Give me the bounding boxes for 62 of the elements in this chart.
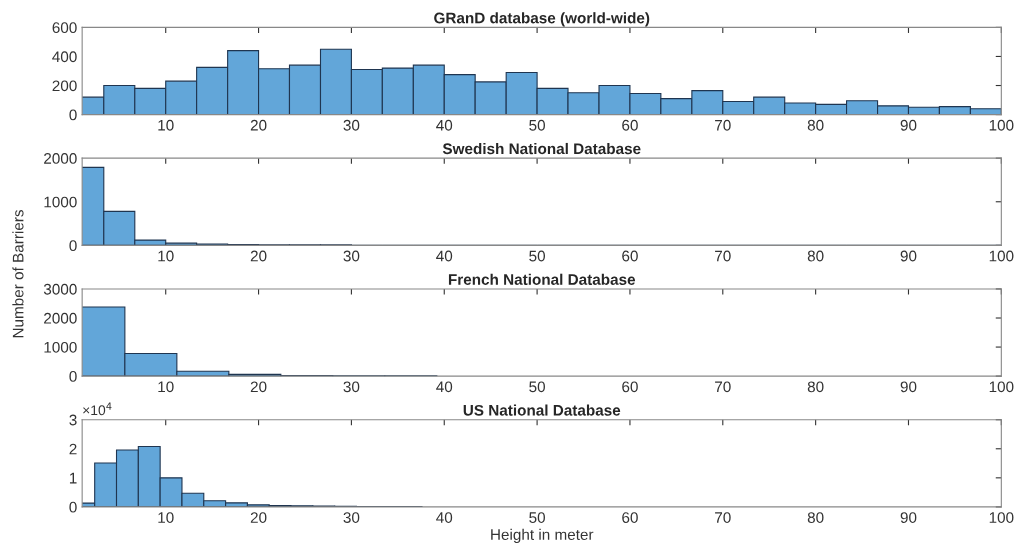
y-tick-label: 1000	[44, 196, 77, 208]
x-tick-label: 70	[715, 381, 731, 393]
x-tick-label: 80	[807, 512, 824, 523]
x-tick-label: 30	[343, 512, 360, 523]
x-tick-label: 90	[900, 381, 917, 393]
y-tick-label: 2000	[44, 312, 77, 324]
x-tick-label: 20	[250, 381, 267, 393]
x-axis-title: Height in meter	[491, 528, 594, 544]
y-tick-label: 2000	[44, 153, 77, 164]
x-tick-label: 60	[622, 250, 638, 262]
y-tick-label: 0	[69, 501, 77, 513]
text: ×10$^{4}$	[83, 402, 112, 416]
x-tick-label: 90	[900, 250, 917, 262]
x-tick-label: 20	[250, 250, 267, 262]
y-tick-label: 600	[52, 22, 77, 34]
x-tick-label: 30	[343, 381, 360, 393]
chart-title: Swedish National Database	[442, 142, 641, 155]
y-tick-label: 0	[69, 370, 77, 382]
y-tick-label: 200	[52, 80, 77, 92]
x-tick-label: 80	[807, 250, 824, 262]
y-tick-label: 2	[69, 443, 77, 455]
x-tick-label: 40	[436, 381, 453, 393]
x-tick-label: 50	[529, 119, 545, 131]
y-axis-title: Number of Barriers	[12, 210, 24, 338]
x-tick-label: 30	[343, 250, 360, 262]
x-tick-label: 100	[989, 119, 1014, 131]
x-tick-label: 30	[343, 119, 360, 131]
x-tick-label: 80	[807, 119, 824, 131]
chart-title: French National Database	[448, 273, 636, 285]
x-tick-label: 70	[715, 512, 731, 523]
y-tick-label: 3	[69, 414, 77, 426]
y-tick-label: 400	[52, 51, 77, 63]
y-tick-label: 0	[69, 109, 77, 121]
x-tick-label: 80	[807, 381, 824, 393]
x-tick-label: 90	[900, 512, 917, 523]
x-tick-label: 10	[158, 512, 174, 523]
x-tick-label: 100	[989, 250, 1014, 262]
x-tick-label: 40	[436, 512, 453, 523]
x-tick-label: 10	[158, 250, 174, 262]
y-tick-label: 0	[69, 240, 77, 252]
y-tick-label: 1000	[44, 341, 77, 353]
x-tick-label: 10	[158, 381, 174, 393]
x-tick-label: 90	[900, 119, 917, 131]
x-tick-label: 10	[158, 119, 174, 131]
x-tick-label: 100	[989, 381, 1014, 393]
y-tick-label: 1	[69, 472, 77, 484]
x-tick-label: 70	[715, 250, 731, 262]
chart-title: GRanD database (world-wide)	[434, 12, 650, 27]
x-tick-label: 60	[622, 381, 638, 393]
chart-title: US National Database	[463, 404, 621, 416]
y-tick-label: 3000	[43, 283, 77, 295]
x-tick-label: 60	[622, 119, 638, 131]
x-tick-label: 40	[436, 250, 453, 262]
x-tick-label: 60	[622, 512, 638, 523]
x-tick-label: 50	[529, 512, 545, 523]
x-tick-label: 70	[715, 119, 731, 131]
x-tick-label: 50	[529, 381, 545, 393]
x-tick-label: 100	[989, 512, 1014, 523]
x-tick-label: 20	[250, 512, 267, 523]
x-tick-label: 20	[250, 119, 267, 131]
x-tick-label: 50	[529, 250, 545, 262]
x-tick-label: 40	[436, 119, 453, 131]
